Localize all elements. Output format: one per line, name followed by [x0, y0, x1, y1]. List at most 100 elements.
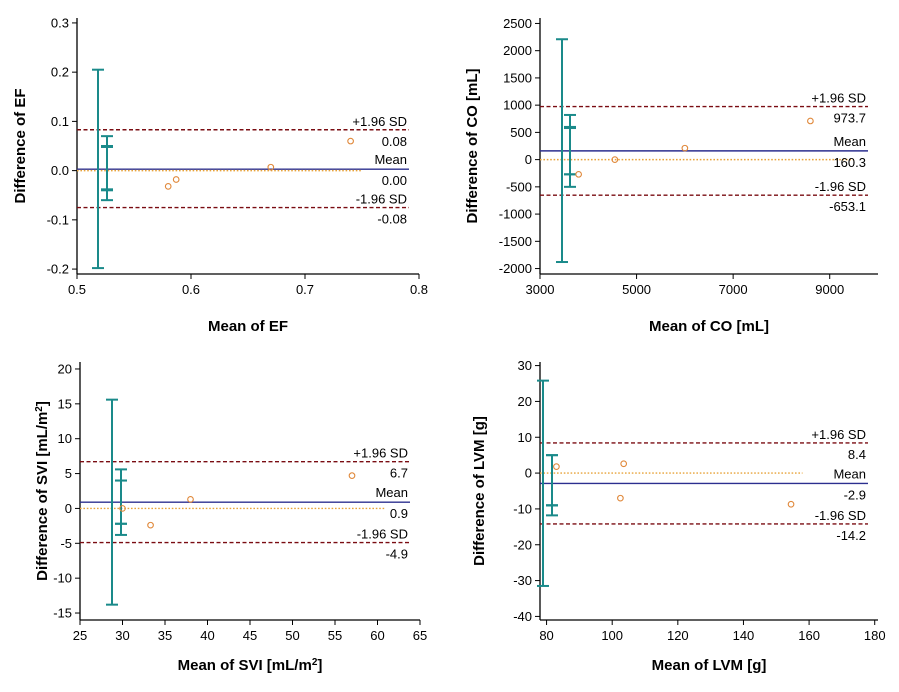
lower-limit-value: -14.2 — [836, 528, 866, 543]
upper-limit-label: +1.96 SD — [353, 446, 408, 461]
upper-limit-label: +1.96 SD — [811, 427, 866, 442]
panel-2: -2000 -1500 -1000 -500 0 500 1000 1500 2000 2500 3… — [464, 16, 878, 335]
panel-1: -0.2 -0.1 0.0 0.1 0.2 0.3 0.5 0.6 0.7 0.8 Mean of … — [12, 15, 428, 335]
x-tick-label: 65 — [413, 628, 427, 643]
y-axis-label: Difference of CO [mL] — [464, 68, 481, 223]
mean-value: -2.9 — [844, 487, 866, 502]
y-tick-label: -500 — [506, 179, 532, 194]
x-tick-label: 25 — [73, 628, 87, 643]
data-point — [267, 163, 275, 171]
lower-limit-value: -653.1 — [829, 199, 866, 214]
mean-label: Mean — [833, 134, 866, 149]
data-point — [681, 144, 689, 152]
y-tick-label: 0.0 — [51, 163, 69, 178]
y-tick-label: 10 — [518, 430, 532, 445]
data-point — [172, 176, 180, 183]
x-tick-label: 80 — [539, 628, 553, 643]
x-tick-label: 120 — [667, 628, 689, 643]
x-tick-label: 0.8 — [410, 282, 428, 297]
y-tick-label: -1500 — [499, 234, 532, 249]
y-axis-label: Difference of EF — [12, 88, 29, 203]
mean-label: Mean — [375, 485, 408, 500]
data-point — [787, 500, 795, 508]
y-tick-label: 1000 — [503, 98, 532, 113]
upper-limit-value: 0.08 — [382, 134, 407, 149]
y-tick-label: 1500 — [503, 70, 532, 85]
x-tick-label: 100 — [601, 628, 623, 643]
panel-4: -40 -30 -20 -10 0 10 20 30 80 100 120 140 160 180 Mean… — [471, 358, 886, 674]
x-tick-label: 0.6 — [182, 282, 200, 297]
x-tick-label: 55 — [328, 628, 342, 643]
y-tick-label: 500 — [510, 125, 532, 140]
x-tick-label: 140 — [733, 628, 755, 643]
y-tick-label: -30 — [513, 573, 532, 588]
x-tick-label: 30 — [115, 628, 129, 643]
x-tick-label: 45 — [243, 628, 257, 643]
x-tick-label: 5000 — [622, 282, 651, 297]
data-point — [164, 183, 172, 190]
x-tick-label: 0.5 — [68, 282, 86, 297]
y-tick-label: 2000 — [503, 43, 532, 58]
confidence-intervals — [106, 398, 127, 606]
lower-limit-label: -1.96 SD — [356, 192, 407, 207]
y-tick-label: 10 — [58, 431, 72, 446]
y-tick-label: 15 — [58, 396, 72, 411]
x-tick-label: 160 — [798, 628, 820, 643]
upper-limit-value: 8.4 — [848, 447, 866, 462]
upper-limit-label: +1.96 SD — [811, 91, 866, 106]
y-tick-label: 20 — [58, 361, 72, 376]
y-tick-label: -1000 — [499, 207, 532, 222]
confidence-intervals — [556, 38, 576, 264]
data-point — [611, 156, 619, 163]
confidence-intervals — [92, 68, 113, 270]
y-tick-label: -15 — [53, 606, 72, 621]
data-point — [807, 117, 814, 125]
y-axis-label: Difference of SVI [mL/m2] — [34, 401, 52, 581]
y-tick-label: -10 — [53, 571, 72, 586]
data-point — [147, 521, 154, 529]
y-tick-label: -0.2 — [47, 262, 69, 277]
y-tick-label: -10 — [513, 501, 532, 516]
x-axis-label: Mean of EF — [208, 318, 288, 335]
data-point — [553, 463, 560, 470]
y-tick-label: 30 — [518, 358, 532, 373]
upper-limit-label: +1.96 SD — [352, 114, 407, 129]
x-tick-label: 9000 — [815, 282, 844, 297]
y-tick-label: -2000 — [499, 261, 532, 276]
y-tick-label: -0.1 — [47, 212, 69, 227]
y-tick-label: -20 — [513, 537, 532, 552]
lower-limit-value: -4.9 — [386, 547, 408, 562]
confidence-intervals — [537, 379, 558, 587]
x-axis-label: Mean of LVM [g] — [652, 657, 767, 674]
lower-limit-label: -1.96 SD — [357, 527, 408, 542]
x-tick-label: 50 — [285, 628, 299, 643]
y-tick-label: 0.2 — [51, 65, 69, 80]
y-tick-label: 5 — [65, 466, 72, 481]
lower-limit-label: -1.96 SD — [815, 179, 866, 194]
x-axis-label: Mean of CO [mL] — [649, 318, 769, 335]
x-tick-label: 60 — [370, 628, 384, 643]
y-tick-label: 2500 — [503, 16, 532, 31]
x-tick-label: 180 — [864, 628, 886, 643]
y-tick-label: -5 — [60, 536, 72, 551]
mean-label: Mean — [833, 466, 866, 481]
mean-value: 0.9 — [390, 506, 408, 521]
panel-3: -15 -10 -5 0 5 10 15 20 25 30 35 40 45 50 55 60 65 Mean o… — [34, 361, 428, 674]
x-tick-label: 35 — [158, 628, 172, 643]
y-tick-label: 0.1 — [51, 114, 69, 129]
upper-limit-value: 973.7 — [833, 111, 866, 126]
data-point — [347, 137, 354, 145]
data-point — [620, 460, 628, 468]
lower-limit-label: -1.96 SD — [815, 508, 866, 523]
x-tick-label: 7000 — [719, 282, 748, 297]
data-point — [575, 170, 582, 178]
y-tick-label: 0 — [65, 501, 72, 516]
y-tick-label: 0 — [525, 466, 532, 481]
x-tick-label: 40 — [200, 628, 214, 643]
lower-limit-value: -0.08 — [377, 212, 407, 227]
upper-limit-value: 6.7 — [390, 466, 408, 481]
data-point — [617, 494, 624, 502]
data-point — [187, 496, 194, 503]
mean-label: Mean — [374, 152, 407, 167]
